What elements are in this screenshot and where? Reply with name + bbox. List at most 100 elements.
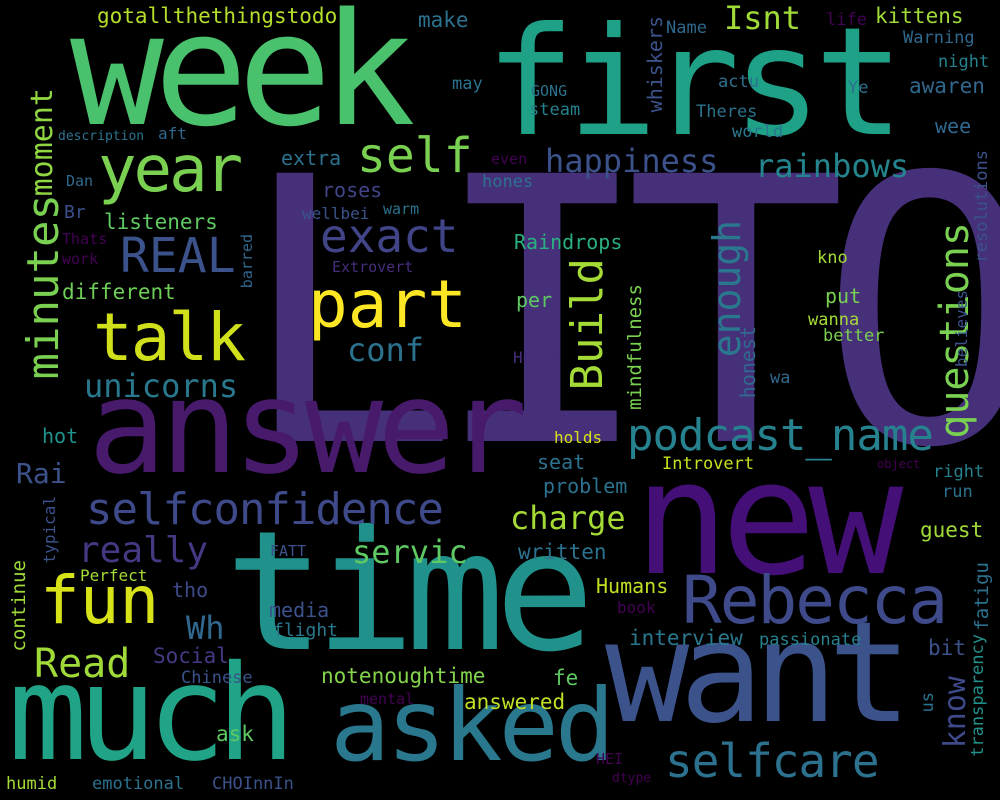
word-continue: continue <box>8 560 30 652</box>
word-seat: seat <box>537 450 586 474</box>
word-holds: holds <box>554 428 603 447</box>
word-us: us <box>918 692 938 713</box>
word-put: put <box>825 284 862 308</box>
word-rai: Rai <box>16 457 67 490</box>
word-hot: hot <box>42 424 79 448</box>
word-hones: hones <box>482 172 534 192</box>
word-answered: answered <box>464 690 566 714</box>
word-gong: GONG <box>531 82 568 100</box>
word-unicorns: unicorns <box>84 367 239 405</box>
word-real: REAL <box>120 228 236 284</box>
word-name: Name <box>666 18 707 38</box>
word-social: Social <box>153 644 229 668</box>
word-awaren: awaren <box>909 74 985 98</box>
word-read: Read <box>34 641 131 687</box>
word-know: know <box>938 676 973 749</box>
word-wanna: wanna <box>808 310 860 330</box>
word-part: part <box>308 266 467 343</box>
word-work: work <box>62 250 99 268</box>
word-ask: ask <box>216 722 254 746</box>
word-isnt: Isnt <box>724 0 802 37</box>
word-make: make <box>418 8 469 32</box>
word-extrovert: Extrovert <box>332 258 414 276</box>
word-passionate: passionate <box>759 630 862 650</box>
word-kno: kno <box>817 248 848 268</box>
word-conf: conf <box>347 331 425 369</box>
word-moment: moment <box>25 88 60 197</box>
word-fatt: FATT <box>270 542 307 560</box>
word-notenoughtime: notenoughtime <box>321 664 486 688</box>
word-aft: aft <box>158 124 187 143</box>
word-steam: steam <box>529 100 581 120</box>
word-even: even <box>491 150 528 168</box>
word-perfect: Perfect <box>80 566 148 585</box>
word-dtype: dtype <box>612 771 652 786</box>
word-really: really <box>78 530 209 571</box>
word-whiskers: whiskers <box>643 16 667 113</box>
word-minutes: minutes <box>18 194 69 380</box>
word-hello: Hello <box>513 348 562 367</box>
word-year: year <box>98 133 243 207</box>
word-night: night <box>938 52 990 72</box>
word-ye: Ye <box>848 78 869 98</box>
word-fatigu: fatigu <box>971 562 993 631</box>
word-barred: barred <box>238 234 256 289</box>
word-dan: Dan <box>66 172 94 190</box>
word-wa: wa <box>770 368 791 388</box>
word-listeners: listeners <box>104 210 218 234</box>
word-per: per <box>516 288 553 312</box>
word-first: first <box>485 0 905 170</box>
word-warm: warm <box>383 200 420 218</box>
word-description: description <box>58 129 145 144</box>
word-want: want <box>605 592 912 755</box>
word-week: week <box>70 0 416 161</box>
word-theres: Theres <box>696 102 758 122</box>
word-world: world <box>732 122 784 142</box>
word-gotallthethingstodo: gotallthethingstodo <box>97 4 338 28</box>
word-exact: exact <box>320 209 459 263</box>
word-written: written <box>518 540 607 564</box>
word-rainbows: rainbows <box>755 147 910 185</box>
word-book: book <box>617 598 656 617</box>
word-hei: HEI <box>596 750 624 768</box>
word-resolutions: resolutions <box>972 150 992 263</box>
word-humid: humid <box>6 774 58 794</box>
word-fe: fe <box>553 666 579 690</box>
word-selfconfidence: selfconfidence <box>86 484 444 535</box>
word-kittens: kittens <box>875 4 964 28</box>
word-problem: problem <box>543 474 628 498</box>
word-wh: Wh <box>186 609 225 647</box>
word-better: better <box>823 326 885 346</box>
word-actu: actu <box>718 72 759 92</box>
word-bit: bit <box>928 636 966 660</box>
word-transparency: transparency <box>968 634 988 757</box>
word-mindfulness: mindfulness <box>624 284 646 410</box>
word-servic: servic <box>352 533 468 571</box>
word-mental: mental <box>360 690 415 708</box>
word-thats: Thats <box>62 230 108 248</box>
word-may: may <box>452 74 483 94</box>
word-wee: wee <box>935 114 972 138</box>
word-interview: interview <box>629 626 743 650</box>
word-wellbei: wellbei <box>302 204 370 223</box>
word-asked: asked <box>330 667 615 784</box>
word-build: Build <box>562 258 613 391</box>
word-charge: charge <box>510 499 626 537</box>
word-choinnin: CHOInnIn <box>212 774 294 794</box>
word-new: new <box>634 427 903 611</box>
word-life: life <box>826 10 867 30</box>
word-roses: roses <box>322 178 383 202</box>
word-podcast-name: podcast_name <box>627 410 934 461</box>
word-br: Br <box>64 202 86 223</box>
word-lito: LITO <box>238 99 1000 528</box>
word-raindrops: Raindrops <box>514 230 623 254</box>
word-rebecca: Rebecca <box>682 562 948 639</box>
word-flight: flight <box>273 620 339 641</box>
word-media: media <box>269 598 330 622</box>
word-emotional: emotional <box>92 774 185 794</box>
word-time: time <box>225 496 595 689</box>
word-introvert: Introvert <box>662 454 755 474</box>
word-answer: answer <box>88 351 528 503</box>
word-believes: believes <box>952 290 971 368</box>
word-warning: Warning <box>903 28 975 48</box>
